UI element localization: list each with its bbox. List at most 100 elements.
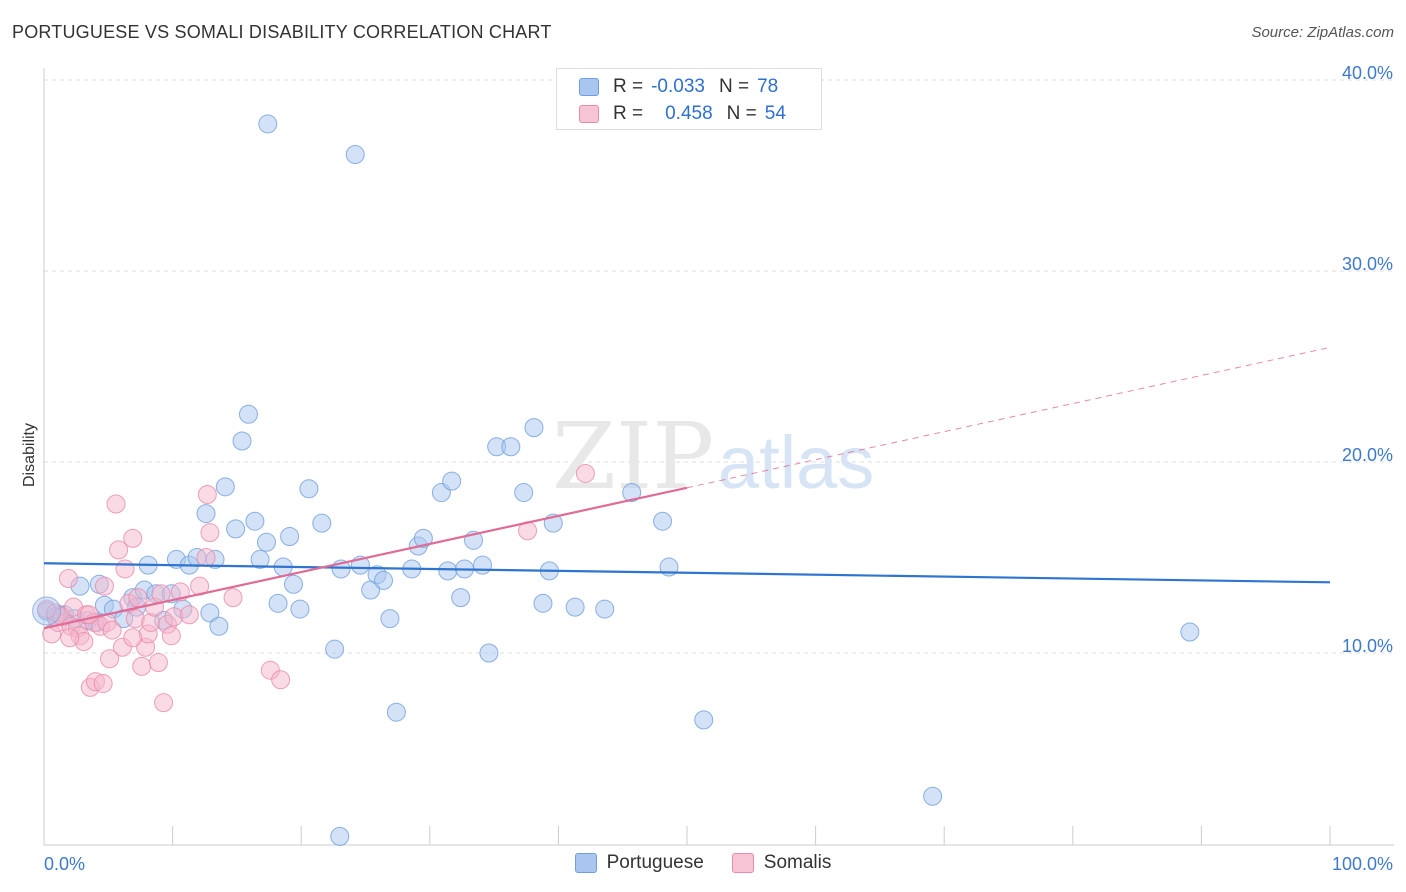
- portuguese-point: [226, 519, 246, 539]
- portuguese-point: [299, 479, 319, 499]
- portuguese-point: [595, 599, 615, 619]
- portuguese-point: [501, 437, 521, 457]
- portuguese-point: [524, 418, 544, 438]
- portuguese-point: [256, 532, 276, 552]
- somali-point: [79, 605, 99, 625]
- portuguese-point: [653, 511, 673, 531]
- somali-point: [102, 620, 122, 640]
- somali-point: [148, 653, 168, 673]
- legend-r-value: -0.033: [651, 76, 705, 97]
- somali-point: [132, 656, 152, 676]
- portuguese-point: [565, 597, 585, 617]
- somali-point: [575, 463, 595, 483]
- somali-point: [106, 494, 126, 514]
- series-name-portuguese: Portuguese: [606, 852, 704, 873]
- watermark: ZIP atlas: [552, 403, 874, 510]
- source-label: Source: ZipAtlas.com: [1251, 24, 1394, 41]
- axis-layer: [43, 68, 1394, 846]
- somali-point: [93, 674, 113, 694]
- portuguese-point: [413, 528, 433, 548]
- portuguese-point: [215, 477, 235, 497]
- legend-row-portuguese: R = -0.033 N = 78: [579, 75, 778, 99]
- portuguese-point: [325, 639, 345, 659]
- portuguese-point: [533, 593, 553, 613]
- somali-point: [223, 588, 243, 608]
- somali-point: [200, 523, 220, 543]
- somali-point: [123, 528, 143, 548]
- portuguese-point: [1180, 622, 1200, 642]
- somali-point: [271, 670, 291, 690]
- portuguese-point: [232, 431, 252, 451]
- portuguese-point: [238, 404, 258, 424]
- legend-n-label: N =: [726, 103, 757, 124]
- portuguese-point: [268, 593, 288, 613]
- legend-swatch-portuguese: [579, 78, 599, 96]
- chart-title: PORTUGUESE VS SOMALI DISABILITY CORRELAT…: [12, 22, 552, 42]
- portuguese-point: [200, 603, 220, 623]
- legend-n-value: 78: [757, 76, 779, 97]
- legend-r-value: 0.458: [665, 103, 713, 124]
- somali-point: [151, 584, 171, 604]
- y-tick-label: 40.0%: [1342, 63, 1393, 83]
- y-tick-label: 10.0%: [1342, 636, 1393, 656]
- legend-r-label: R =: [613, 103, 644, 124]
- portuguese-point: [479, 643, 499, 663]
- portuguese-point: [473, 555, 493, 575]
- watermark-atlas: atlas: [718, 421, 874, 504]
- portuguese-point: [345, 144, 365, 164]
- series-legend-somalis: Somalis: [731, 852, 832, 874]
- portuguese-point: [694, 710, 714, 730]
- somali-point: [58, 569, 78, 589]
- somali-point: [179, 605, 199, 625]
- portuguese-point: [923, 786, 943, 806]
- portuguese-point: [280, 526, 300, 546]
- portuguese-point: [330, 826, 350, 846]
- somali-point: [161, 626, 181, 646]
- somali-point: [128, 588, 148, 608]
- portuguese-point: [258, 114, 278, 134]
- portuguese-point: [32, 596, 62, 626]
- portuguese-point: [622, 483, 642, 503]
- legend-r-label: R =: [613, 76, 644, 97]
- somali-point: [60, 628, 80, 648]
- somali-point: [100, 649, 120, 669]
- portuguese-trend-line: [43, 562, 1331, 584]
- tick-label-layer: 10.0% 20.0% 30.0% 40.0% 0.0% 100.0%: [44, 63, 1393, 874]
- portuguese-point: [290, 599, 310, 619]
- portuguese-point: [283, 574, 303, 594]
- somali-point: [123, 628, 143, 648]
- series-swatch-portuguese: [574, 853, 597, 873]
- somali-point: [196, 548, 216, 567]
- portuguese-point: [386, 702, 406, 722]
- portuguese-point: [312, 513, 332, 533]
- portuguese-point: [209, 616, 229, 636]
- x-tick-label: 100.0%: [1332, 854, 1393, 874]
- series-legend-portuguese: Portuguese: [574, 852, 704, 874]
- y-tick-label: 30.0%: [1342, 254, 1393, 274]
- series-legend: Portuguese Somalis: [0, 852, 1406, 874]
- portuguese-point: [196, 504, 216, 524]
- portuguese-point: [442, 471, 462, 491]
- trend-layer: [43, 346, 1331, 630]
- series-swatch-somalis: [731, 853, 754, 873]
- somali-point: [109, 540, 129, 560]
- legend-n-label: N =: [718, 76, 750, 97]
- somali-point: [94, 576, 114, 596]
- portuguese-point: [380, 609, 400, 629]
- stats-legend: R = -0.033 N = 78 R = 0.458 N = 54: [556, 68, 822, 130]
- somali-point: [154, 693, 174, 713]
- legend-row-somali: R = 0.458 N = 54: [579, 102, 786, 126]
- somali-point: [115, 559, 135, 579]
- legend-swatch-somali: [579, 105, 599, 123]
- somali-point: [197, 484, 217, 504]
- x-tick-label: 0.0%: [44, 854, 85, 874]
- somali-trend-line: [43, 486, 688, 630]
- portuguese-point: [438, 561, 458, 581]
- portuguese-point: [374, 570, 394, 590]
- portuguese-point: [245, 511, 265, 531]
- portuguese-point: [451, 588, 471, 608]
- portuguese-point: [250, 549, 270, 569]
- series-name-somalis: Somalis: [763, 852, 832, 873]
- portuguese-point: [514, 483, 534, 503]
